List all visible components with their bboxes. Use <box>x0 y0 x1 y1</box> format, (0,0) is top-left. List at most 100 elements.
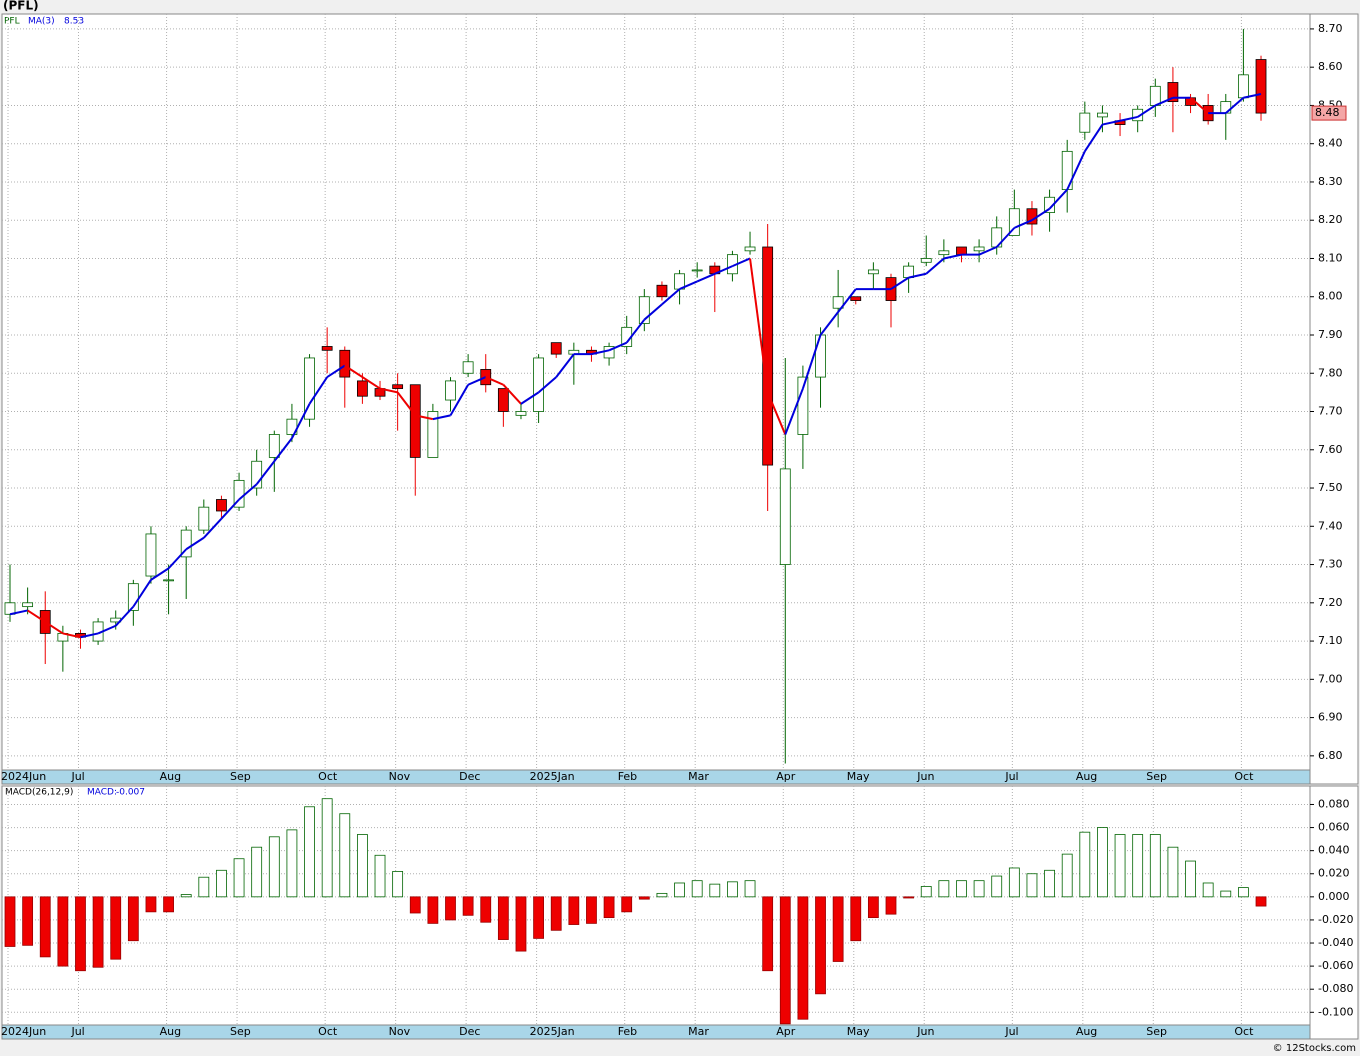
macd-bar <box>1185 860 1196 898</box>
ma-segment <box>1189 97 1209 114</box>
x-tick-label: Jul <box>1004 770 1018 783</box>
x-tick-label: Sep <box>230 770 251 783</box>
ma-segment <box>732 257 751 268</box>
macd-bar <box>427 896 439 924</box>
last-price-tag <box>1311 105 1347 121</box>
y-tick-label: 7.40 <box>1318 519 1343 532</box>
ma-segment <box>784 388 804 435</box>
macd-bar <box>216 869 227 898</box>
candle-body <box>1167 82 1179 103</box>
ma-segment <box>97 624 117 635</box>
macd-bar <box>638 896 650 900</box>
macd-bar <box>797 896 809 1020</box>
ma-segment <box>890 276 910 290</box>
ma-segment <box>801 334 822 389</box>
ma-segment <box>326 364 346 378</box>
candle-body <box>392 384 404 389</box>
macd-bar <box>110 896 122 960</box>
x-tick-label: May <box>847 770 870 783</box>
footer: © 12Stocks.com <box>1273 1043 1356 1054</box>
macd-bar <box>938 880 950 898</box>
y-tick-label: 0.020 <box>1318 867 1350 880</box>
x-tick-label: Jul <box>70 770 84 783</box>
x-tick-label: Apr <box>776 1025 796 1038</box>
ma-segment <box>396 391 417 416</box>
ma-segment <box>1154 96 1174 107</box>
macd-bar <box>462 896 474 916</box>
x-tick-label: Jun <box>916 770 934 783</box>
ma-segment <box>467 376 487 386</box>
ma-segment <box>502 384 522 405</box>
macd-bar <box>1202 882 1214 898</box>
ma-segment <box>714 265 733 275</box>
ma-segment <box>520 391 540 405</box>
candle-body <box>850 296 862 301</box>
candle-body <box>321 346 333 351</box>
macd-bar <box>339 813 351 898</box>
ma-segment <box>1225 97 1245 114</box>
ma-segment <box>1119 115 1138 122</box>
candle-body <box>497 388 509 412</box>
x-tick-label: Jul <box>70 1025 84 1038</box>
candle-body <box>638 296 650 324</box>
x-tick-label: Mar <box>688 1025 709 1038</box>
x-tick-label: Aug <box>1076 770 1097 783</box>
macd-bar <box>409 896 421 914</box>
macd-bar <box>180 894 192 898</box>
y-tick-label: 7.70 <box>1318 405 1343 418</box>
x-tick-label: Oct <box>1234 1025 1254 1038</box>
ma-segment <box>308 376 328 405</box>
ma-segment <box>1048 188 1068 210</box>
price-panel <box>1 13 1311 771</box>
ma-segment <box>150 567 170 581</box>
x-tick-label: Sep <box>1146 770 1167 783</box>
ma-segment <box>749 258 769 393</box>
candle-body <box>550 342 562 355</box>
x-tick-label: 2025Jan <box>530 770 575 783</box>
macd-bar <box>198 876 210 898</box>
macd-bar <box>286 829 298 898</box>
macd-bar <box>991 875 1003 898</box>
ma-segment <box>819 311 839 336</box>
macd-bar <box>356 834 368 898</box>
y-tick-label: 7.00 <box>1318 672 1343 685</box>
ma-segment <box>591 349 610 356</box>
macd-bar <box>727 881 738 898</box>
macd-bar <box>850 896 862 942</box>
macd-bar <box>1044 869 1055 898</box>
x-tick-label: 2025Jan <box>530 1025 575 1038</box>
candle-body <box>356 380 368 397</box>
y-tick-label: 6.90 <box>1318 711 1343 724</box>
ma-segment <box>273 437 293 462</box>
y-tick-label: 7.80 <box>1318 366 1343 379</box>
macd-bar <box>22 896 34 946</box>
y-tick-label: 8.70 <box>1318 22 1343 35</box>
ma-segment <box>291 403 311 439</box>
ma-segment <box>943 253 962 260</box>
candle-body <box>1097 112 1108 118</box>
macd-bar <box>867 896 879 919</box>
macd-bar <box>691 880 703 898</box>
y-tick-label: -0.060 <box>1318 959 1353 972</box>
macd-bar <box>920 886 932 898</box>
x-tick-label: Oct <box>318 1025 338 1038</box>
ma-segment <box>9 609 28 616</box>
macd-bar <box>4 896 16 947</box>
ma-segment <box>27 609 46 623</box>
ma-segment <box>449 384 469 416</box>
candle-body <box>656 284 668 298</box>
ma-segment <box>643 303 663 321</box>
ma-segment <box>537 376 557 394</box>
candle-body <box>216 499 227 512</box>
candle-body <box>867 269 879 275</box>
ma-segment <box>432 414 451 421</box>
macd-bar <box>973 880 985 898</box>
y-tick-label: 7.60 <box>1318 443 1343 456</box>
ma-segment <box>555 353 575 378</box>
ma-segment <box>625 319 646 344</box>
macd-bar <box>568 896 580 925</box>
macd-bar <box>1220 890 1232 898</box>
x-tick-label: Oct <box>1234 770 1254 783</box>
ma-segment <box>1066 150 1086 191</box>
candle-body <box>515 411 527 416</box>
